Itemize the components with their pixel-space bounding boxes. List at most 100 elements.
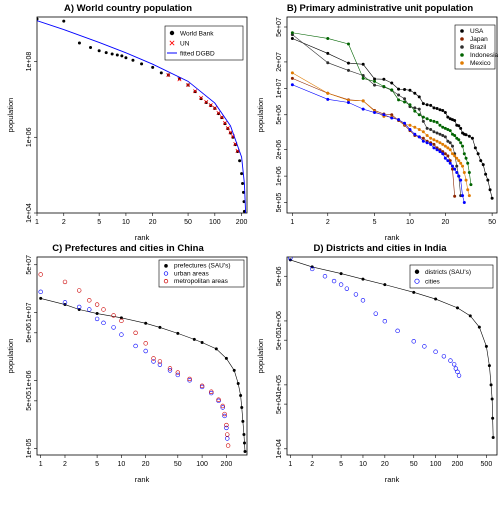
y-tick-label: 1e+06 bbox=[26, 370, 33, 390]
chart-title: D) Districts and cities in India bbox=[313, 243, 447, 254]
data-point bbox=[232, 368, 236, 372]
data-point bbox=[199, 97, 203, 101]
data-point bbox=[464, 178, 468, 182]
legend-marker bbox=[414, 278, 420, 284]
data-point bbox=[199, 95, 204, 100]
data-point bbox=[432, 142, 436, 146]
data-point bbox=[422, 344, 427, 349]
data-point bbox=[242, 433, 246, 437]
legend-label: cities bbox=[425, 279, 441, 286]
data-point bbox=[481, 163, 485, 167]
y-tick-label: 5e+05 bbox=[276, 193, 283, 213]
data-point bbox=[243, 450, 247, 454]
data-point bbox=[238, 159, 242, 163]
data-point bbox=[87, 307, 92, 312]
data-point bbox=[326, 97, 330, 101]
data-point bbox=[455, 306, 459, 310]
data-point bbox=[104, 51, 108, 55]
data-point bbox=[470, 136, 474, 140]
data-point bbox=[456, 373, 462, 378]
data-point bbox=[434, 297, 438, 301]
data-point bbox=[446, 146, 450, 150]
legend-marker bbox=[414, 269, 420, 274]
data-point bbox=[236, 381, 240, 385]
data-point bbox=[187, 378, 192, 383]
plot-area bbox=[290, 31, 494, 205]
data-point bbox=[346, 61, 350, 65]
data-point bbox=[453, 194, 457, 198]
y-axis-label: population bbox=[256, 339, 265, 374]
x-tick-label: 5 bbox=[97, 219, 101, 226]
series-1 bbox=[38, 289, 230, 441]
plot-frame bbox=[286, 256, 498, 456]
x-tick-label: 100 bbox=[209, 219, 221, 226]
data-point bbox=[111, 325, 116, 330]
data-point bbox=[338, 282, 344, 287]
data-point bbox=[429, 119, 433, 123]
data-point bbox=[462, 170, 466, 174]
data-point bbox=[453, 119, 457, 123]
data-point bbox=[192, 337, 196, 341]
data-point bbox=[87, 298, 92, 303]
data-point bbox=[214, 347, 218, 351]
data-point bbox=[435, 148, 439, 152]
data-point bbox=[290, 71, 294, 75]
x-tick-label: 100 bbox=[430, 461, 442, 468]
data-point bbox=[450, 164, 454, 168]
data-point bbox=[361, 107, 365, 111]
data-point bbox=[457, 159, 461, 163]
data-point bbox=[448, 129, 452, 133]
data-point bbox=[119, 332, 124, 337]
data-point bbox=[417, 113, 421, 117]
data-point bbox=[467, 134, 471, 138]
data-point bbox=[231, 135, 235, 139]
data-point bbox=[477, 325, 481, 329]
data-point bbox=[438, 150, 442, 154]
data-point bbox=[443, 135, 447, 139]
plot-frame bbox=[36, 256, 248, 456]
data-point bbox=[240, 172, 244, 176]
data-point bbox=[459, 126, 463, 130]
y-axis-label: population bbox=[256, 98, 265, 133]
data-point bbox=[199, 383, 205, 389]
data-point bbox=[397, 98, 401, 102]
data-point bbox=[484, 344, 488, 348]
data-point bbox=[236, 150, 240, 154]
data-point bbox=[326, 91, 330, 95]
x-tick-label: 10 bbox=[117, 461, 125, 468]
data-point bbox=[167, 366, 173, 371]
x-tick-label: 2 bbox=[63, 461, 67, 468]
data-point bbox=[491, 416, 495, 420]
data-point bbox=[76, 288, 82, 293]
data-point bbox=[397, 87, 401, 91]
data-point bbox=[373, 311, 378, 316]
data-point bbox=[450, 144, 454, 148]
y-tick-label: 1e+04 bbox=[26, 203, 33, 223]
data-point bbox=[390, 113, 394, 117]
data-point bbox=[403, 121, 407, 125]
series-5 bbox=[290, 83, 466, 205]
data-point bbox=[111, 313, 116, 318]
legend: districts (SAU's) cities bbox=[409, 264, 494, 289]
data-point bbox=[373, 79, 377, 83]
series-line bbox=[292, 34, 461, 196]
data-point bbox=[144, 321, 148, 325]
y-tick-label: 1e+06 bbox=[276, 166, 283, 186]
x-tick-label: 2 bbox=[326, 219, 330, 226]
data-point bbox=[331, 278, 337, 284]
data-point bbox=[290, 76, 294, 80]
data-point bbox=[408, 103, 412, 107]
data-point bbox=[457, 138, 461, 142]
data-point bbox=[361, 277, 365, 281]
legend-label: prefectures (SAU's) bbox=[174, 263, 231, 270]
data-point bbox=[413, 132, 417, 136]
data-point bbox=[120, 54, 124, 58]
data-point bbox=[62, 19, 66, 23]
series-1 bbox=[288, 257, 462, 378]
plot-area bbox=[37, 17, 247, 213]
data-point bbox=[186, 82, 191, 88]
x-tick-label: 10 bbox=[359, 461, 367, 468]
data-point bbox=[461, 144, 465, 148]
y-tick-label: 5e+07 bbox=[26, 255, 33, 275]
data-point bbox=[461, 194, 465, 198]
